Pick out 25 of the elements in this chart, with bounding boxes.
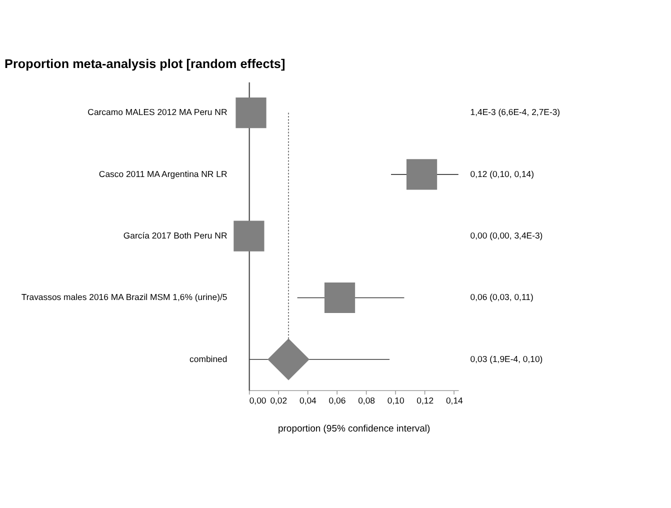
chart-title: Proportion meta-analysis plot [random effects] [4, 56, 286, 71]
x-tick-label: 0,08 [358, 395, 376, 406]
x-tick-label: 0,14 [446, 395, 464, 406]
x-tick-label: 0,10 [387, 395, 404, 406]
text: 1,4E-3 (6,6E-4, 2,7E-3) [470, 107, 560, 118]
x-tick-label: 0,02 [270, 395, 288, 406]
x-axis-title: proportion (95% confidence interval) [278, 424, 430, 435]
y-tick-label: Travassos males 2016 MA Brazil MSM 1,6% (urine)/5 [21, 292, 228, 302]
text: 0,00 (0,00, 3,4E-3) [470, 230, 543, 240]
point [234, 220, 264, 252]
point [324, 282, 356, 314]
x-tick-label: 0,06 [328, 395, 346, 406]
text: 0,12 (0,10, 0,14) [470, 168, 534, 179]
text: 0,06 (0,03, 0,11) [470, 292, 534, 302]
y-tick-label: García 2017 Both Peru NR [123, 230, 228, 240]
y-tick-label: Carcamo MALES 2012 MA Peru NR [88, 107, 228, 118]
y-tick-label: Casco 2011 MA Argentina NR LR [98, 168, 228, 179]
x-tick-label: 0,12 [416, 395, 434, 406]
y-tick-label: combined [190, 354, 228, 364]
point [406, 159, 438, 190]
text: 0,03 (1,9E-4, 0,10) [470, 354, 543, 364]
point [236, 98, 266, 128]
point [268, 338, 310, 380]
x-tick-label: 0,00 [249, 395, 266, 406]
x-tick-label: 0,04 [299, 395, 317, 406]
